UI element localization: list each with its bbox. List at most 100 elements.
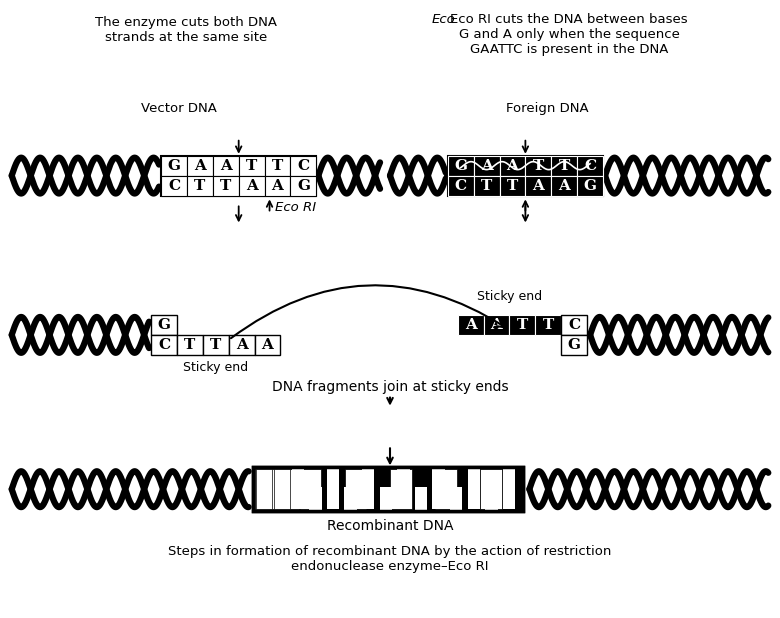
Bar	[577, 156, 603, 176]
Text: Sticky end: Sticky end	[183, 361, 248, 374]
Bar	[253, 467, 523, 511]
Text: T: T	[272, 159, 283, 172]
Text: T: T	[220, 179, 232, 193]
Bar	[526, 156, 551, 176]
Text: A: A	[558, 179, 570, 193]
Bar	[432, 469, 445, 509]
Bar	[264, 176, 290, 195]
Text: T: T	[184, 338, 196, 352]
Bar	[327, 469, 339, 509]
Text: Eco RI: Eco RI	[275, 201, 316, 214]
Text: T: T	[533, 159, 544, 172]
Bar	[499, 176, 526, 195]
Text: C: C	[568, 318, 580, 332]
Bar	[161, 156, 317, 195]
Bar	[551, 156, 577, 176]
Text: A: A	[271, 179, 283, 193]
Bar	[473, 156, 499, 176]
Text: C: C	[584, 159, 596, 172]
Bar	[254, 335, 281, 355]
Bar	[253, 467, 523, 511]
Text: T: T	[210, 338, 222, 352]
Bar	[448, 156, 473, 176]
Bar	[458, 315, 484, 335]
Text: T: T	[481, 179, 492, 193]
Text: Foreign DNA: Foreign DNA	[506, 103, 589, 116]
Bar	[253, 467, 523, 511]
Bar	[239, 156, 264, 176]
Text: Recombinant DNA: Recombinant DNA	[327, 519, 453, 533]
FancyArrowPatch shape	[231, 286, 505, 338]
Bar	[448, 156, 603, 195]
Text: T: T	[558, 159, 570, 172]
Bar	[290, 156, 317, 176]
Bar	[274, 469, 289, 509]
Text: DNA fragments join at sticky ends: DNA fragments join at sticky ends	[271, 379, 509, 394]
Bar	[203, 335, 229, 355]
Bar	[435, 469, 457, 509]
Bar	[485, 487, 498, 510]
Bar	[213, 156, 239, 176]
Bar	[551, 176, 577, 195]
Bar	[562, 315, 587, 335]
Bar	[362, 469, 374, 509]
Text: C: C	[158, 338, 170, 352]
Text: G: G	[454, 159, 467, 172]
Bar	[253, 467, 523, 511]
Bar	[292, 469, 304, 509]
Text: G: G	[568, 338, 580, 352]
Text: A: A	[465, 318, 477, 332]
Bar	[577, 176, 603, 195]
Text: T: T	[507, 179, 518, 193]
Bar	[484, 315, 509, 335]
Bar	[562, 335, 587, 355]
Text: A: A	[194, 159, 206, 172]
Bar	[151, 335, 177, 355]
Bar	[300, 469, 321, 509]
Bar	[229, 335, 254, 355]
Text: C: C	[297, 159, 310, 172]
Text: A: A	[261, 338, 274, 352]
Bar	[264, 156, 290, 176]
Text: Eco: Eco	[432, 14, 456, 27]
Text: Steps in formation of recombinant DNA by the action of restriction
endonuclease : Steps in formation of recombinant DNA by…	[168, 545, 612, 573]
Text: C: C	[455, 179, 466, 193]
Bar	[256, 469, 271, 509]
Text: Sticky end: Sticky end	[477, 290, 542, 303]
Text: A: A	[533, 179, 544, 193]
Text: A: A	[236, 338, 247, 352]
Bar	[187, 156, 213, 176]
Bar	[239, 176, 264, 195]
Text: G: G	[168, 159, 180, 172]
Bar	[468, 469, 480, 509]
Bar	[310, 487, 321, 510]
Bar	[380, 487, 392, 510]
Text: Vector DNA: Vector DNA	[141, 103, 217, 116]
Bar	[290, 176, 317, 195]
Text: The enzyme cuts both DNA
strands at the same site: The enzyme cuts both DNA strands at the …	[95, 16, 277, 44]
Bar	[397, 469, 410, 509]
Text: T: T	[246, 159, 257, 172]
Bar	[480, 469, 502, 509]
Text: C: C	[168, 179, 180, 193]
Text: A: A	[480, 159, 492, 172]
Text: T: T	[543, 318, 554, 332]
Text: G: G	[297, 179, 310, 193]
Text: A: A	[246, 179, 257, 193]
Text: G: G	[583, 179, 597, 193]
Bar	[151, 315, 177, 335]
Bar	[503, 469, 515, 509]
Text: A: A	[220, 159, 232, 172]
Bar	[277, 469, 299, 509]
Bar	[345, 469, 367, 509]
Bar	[177, 335, 203, 355]
Bar	[450, 487, 463, 510]
Text: Eco RI cuts the DNA between bases
G and A only when the sequence
GAATTC is prese: Eco RI cuts the DNA between bases G and …	[450, 14, 688, 56]
Bar	[213, 176, 239, 195]
Bar	[526, 176, 551, 195]
Bar	[499, 156, 526, 176]
Text: G: G	[158, 318, 171, 332]
Bar	[345, 487, 356, 510]
Text: T: T	[194, 179, 205, 193]
Bar	[415, 487, 427, 510]
